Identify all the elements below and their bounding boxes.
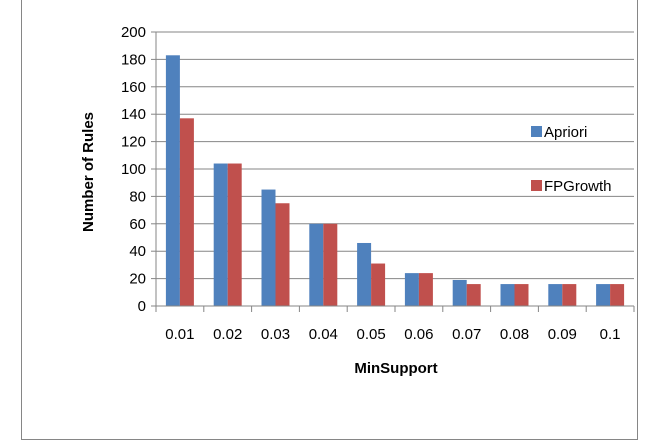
- chart-frame: [21, 0, 638, 440]
- x-tick-label: 0.1: [600, 326, 621, 343]
- legend: Apriori FPGrowth: [531, 124, 612, 195]
- bar-apriori-0.05: [357, 242, 372, 306]
- x-tick-label: 0.02: [213, 326, 242, 343]
- x-tick-label: 0.07: [452, 326, 481, 343]
- bar-fpgrowth-0.06: [418, 273, 433, 306]
- x-tick-label: 0.01: [165, 326, 194, 343]
- bar-apriori-0.01: [165, 55, 180, 306]
- y-tick-label: 100: [121, 161, 146, 178]
- x-axis-title: MinSupport: [354, 360, 437, 377]
- x-tick-labels: 0.01 0.02 0.03 0.04 0.05 0.06 0.07 0.08 0.09 0.1: [165, 326, 620, 343]
- bar-apriori-0.06: [404, 273, 419, 306]
- y-tick-label: 160: [121, 79, 146, 96]
- bar-fpgrowth-0.05: [371, 263, 386, 306]
- x-tick-label: 0.09: [548, 326, 577, 343]
- legend-label-apriori: Apriori: [544, 124, 587, 141]
- bar-apriori-0.08: [500, 284, 515, 306]
- y-tick-labels: 0 20 40 60 80 100 120 140 160 180 200: [121, 24, 146, 315]
- x-tick-label: 0.08: [500, 326, 529, 343]
- bar-apriori-0.1: [596, 284, 611, 306]
- y-tick-label: 200: [121, 24, 146, 41]
- bar-fpgrowth-0.02: [227, 163, 242, 306]
- legend-swatch-fpgrowth: [531, 180, 542, 191]
- bar-apriori-0.07: [452, 279, 467, 306]
- bar-apriori-0.09: [548, 284, 563, 306]
- y-tick-label: 80: [129, 188, 146, 205]
- bar-fpgrowth-0.04: [323, 223, 338, 306]
- x-tick-label: 0.05: [356, 326, 385, 343]
- bar-fpgrowth-0.01: [179, 118, 194, 306]
- legend-swatch-apriori: [531, 126, 542, 137]
- bar-apriori-0.02: [213, 163, 228, 306]
- y-tick-label: 40: [129, 243, 146, 260]
- y-tick-label: 180: [121, 51, 146, 68]
- bar-fpgrowth-0.03: [275, 203, 290, 306]
- bar-fpgrowth-0.07: [466, 284, 481, 306]
- bar-apriori-0.04: [309, 223, 324, 306]
- bar-fpgrowth-0.08: [514, 284, 529, 306]
- y-axis-title: Number of Rules: [80, 112, 97, 232]
- legend-label-fpgrowth: FPGrowth: [544, 178, 612, 195]
- y-tick-label: 120: [121, 134, 146, 151]
- y-tick-label: 140: [121, 106, 146, 123]
- y-tick-label: 60: [129, 216, 146, 233]
- y-tick-label: 20: [129, 271, 146, 288]
- axes: [155, 32, 635, 312]
- x-tick-label: 0.04: [309, 326, 338, 343]
- x-tick-label: 0.03: [261, 326, 290, 343]
- x-tick-label: 0.06: [404, 326, 433, 343]
- bars: [165, 55, 625, 306]
- bar-fpgrowth-0.09: [562, 284, 577, 306]
- y-tick-label: 0: [138, 298, 146, 315]
- bar-fpgrowth-0.1: [610, 284, 625, 306]
- bar-apriori-0.03: [261, 189, 276, 306]
